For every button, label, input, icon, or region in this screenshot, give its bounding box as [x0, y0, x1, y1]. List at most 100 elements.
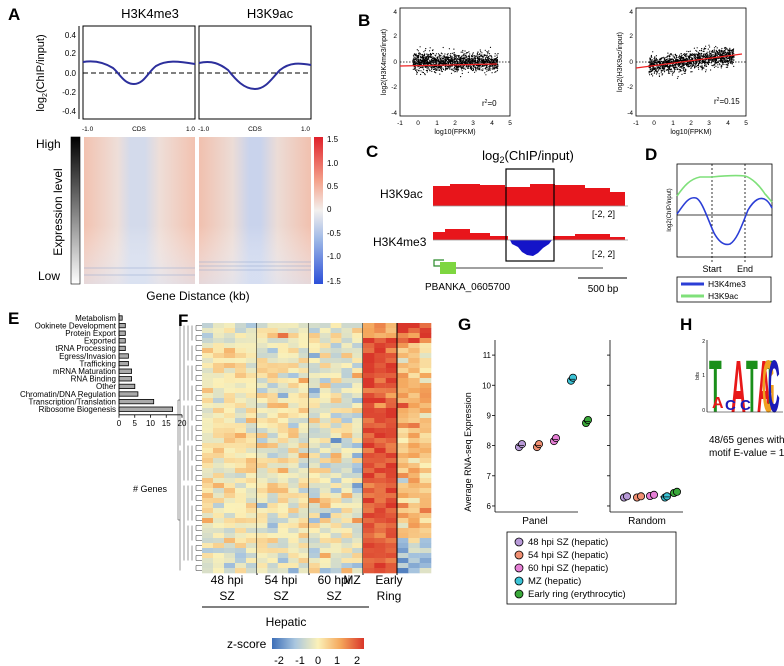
- f-heat-cell: [257, 563, 268, 569]
- b-point: [654, 59, 657, 61]
- f-heat-cell: [246, 343, 258, 349]
- f-heat-cell: [419, 553, 432, 559]
- f-heat-cell: [288, 478, 299, 484]
- b-point: [675, 58, 677, 60]
- b-point: [730, 50, 733, 52]
- f-heat-cell: [408, 568, 420, 574]
- b-right-xtick--1: -1: [633, 120, 639, 127]
- b-point: [714, 55, 716, 57]
- b-point: [696, 65, 699, 67]
- f-heat-cell: [224, 398, 236, 404]
- b-point: [733, 65, 735, 67]
- f-heat-cell: [363, 498, 375, 504]
- b-point: [693, 55, 695, 57]
- f-heat-cell: [419, 458, 432, 464]
- f-heat-cell: [319, 348, 331, 354]
- f-heat-cell: [363, 538, 375, 544]
- b-point: [425, 61, 427, 64]
- f-heat-cell: [374, 448, 386, 454]
- b-point: [649, 71, 651, 73]
- f-heat-cell: [374, 398, 386, 404]
- f-heat-cell: [288, 393, 299, 399]
- f-heat-cell: [202, 343, 214, 349]
- f-heat-cell: [397, 408, 409, 414]
- b-point: [672, 56, 674, 58]
- f-heat-cell: [202, 433, 214, 439]
- b-point: [414, 58, 416, 60]
- f-heat-cell: [235, 403, 247, 409]
- b-point: [437, 60, 439, 62]
- f-heat-cell: [246, 413, 258, 419]
- e-bar: [118, 315, 123, 321]
- a-profile-curve-h3k9ac: [198, 60, 312, 91]
- b-point: [698, 54, 700, 57]
- b-point: [486, 62, 488, 64]
- b-point: [715, 57, 717, 60]
- f-heat-cell: [341, 368, 353, 374]
- b-point: [665, 60, 667, 63]
- f-hepatic-label: Hepatic: [266, 615, 307, 629]
- b-point: [695, 64, 697, 66]
- f-heat-cell: [246, 453, 258, 459]
- b-point: [700, 54, 703, 56]
- f-heat-cell: [257, 548, 268, 554]
- b-point: [416, 62, 418, 64]
- panel-label-a: A: [8, 5, 20, 24]
- f-heat-cell: [213, 433, 225, 439]
- f-heat-cell: [202, 388, 214, 394]
- f-heat-cell: [298, 523, 310, 529]
- b-point: [673, 67, 675, 69]
- e-xtick-label: 10: [146, 419, 155, 428]
- panel-a: A H3K4me3 H3K9ac 0.4 0.2 0.0 -0.2 -0.4 l…: [8, 5, 341, 303]
- b-left-xtick-4: 4: [490, 120, 494, 127]
- b-right-r2: r2=0.15: [714, 97, 740, 106]
- f-heat-cell: [298, 543, 310, 549]
- f-heat-cell: [267, 538, 279, 544]
- f-heat-cell: [202, 458, 214, 464]
- b-point: [655, 55, 658, 57]
- f-heat-cell: [277, 478, 289, 484]
- f-heat-cell: [202, 338, 214, 344]
- b-point: [662, 65, 664, 67]
- f-heat-cell: [235, 378, 247, 384]
- b-point: [660, 65, 663, 67]
- f-heat-cell: [246, 328, 258, 334]
- b-right-point-cloud: [648, 44, 735, 79]
- f-heat-cell: [235, 363, 247, 369]
- b-point: [657, 70, 659, 73]
- f-heat-cell: [341, 488, 353, 494]
- f-heat-cell: [397, 393, 409, 399]
- b-point: [434, 63, 436, 65]
- b-point: [455, 54, 457, 56]
- b-point: [490, 56, 492, 58]
- b-point: [418, 52, 420, 55]
- b-point: [660, 66, 662, 68]
- b-point: [460, 76, 462, 78]
- b-point: [668, 68, 670, 71]
- g-point-panel: [518, 440, 527, 449]
- b-point: [467, 71, 469, 73]
- b-point: [673, 65, 675, 67]
- b-point: [490, 54, 492, 57]
- b-point: [488, 50, 490, 52]
- h-logo-t5: T: [766, 346, 773, 428]
- f-heat-cell: [288, 438, 299, 444]
- b-point: [420, 63, 422, 65]
- e-bar: [118, 345, 126, 352]
- b-point: [684, 53, 686, 56]
- f-heat-cell: [397, 523, 409, 529]
- g-point-random: [650, 490, 659, 499]
- b-point: [463, 67, 465, 69]
- f-heat-cell: [419, 538, 432, 544]
- b-point: [474, 66, 476, 68]
- f-heat-cell: [385, 418, 398, 424]
- b-point: [473, 55, 475, 57]
- b-point: [707, 54, 709, 56]
- f-heat-cell: [341, 443, 353, 449]
- b-point: [473, 57, 475, 60]
- b-point: [699, 56, 701, 58]
- b-point: [480, 66, 482, 68]
- b-point: [442, 55, 444, 57]
- b-point: [670, 65, 672, 67]
- b-point: [725, 56, 727, 58]
